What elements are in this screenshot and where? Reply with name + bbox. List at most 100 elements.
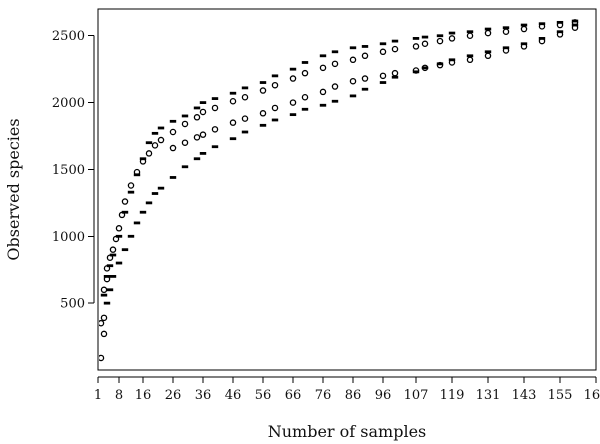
data-point [127,190,135,194]
data-point [118,211,126,219]
data-point [361,87,369,91]
data-point [391,39,399,43]
data-point [319,88,327,96]
data-point [436,34,444,38]
data-point [448,59,456,66]
data-point [106,254,114,261]
data-point [484,29,492,37]
data-point [181,120,189,128]
data-point [466,30,474,34]
x-tick-label: 155 [548,388,573,403]
data-point [556,21,564,29]
data-point [271,74,279,78]
y-tick-label: 500 [60,297,85,312]
data-point [121,210,129,214]
data-point [193,106,201,110]
x-tick-label: 66 [285,388,302,403]
x-tick-label: 56 [255,388,272,403]
y-axis: 500 1000 1500 2000 2500 [52,29,95,312]
data-point [157,126,165,130]
data-point [391,75,399,79]
data-point [145,141,153,145]
x-tick-label: 119 [440,388,465,403]
data-point [412,70,420,74]
data-point [331,60,339,68]
data-point [199,131,207,138]
y-tick-label: 1000 [52,230,85,245]
data-point [100,293,108,297]
x-tick-label: 36 [195,388,212,403]
x-tick-label: 46 [225,388,242,403]
data-point [99,354,105,362]
data-point [229,91,237,95]
data-point [412,67,420,74]
data-point [301,93,309,101]
y-tick-label: 2500 [52,29,85,44]
data-point [115,225,123,232]
data-point [571,19,579,23]
data-point [115,261,123,265]
data-point [271,118,279,122]
data-point [121,248,129,252]
data-point [199,108,207,116]
data-point [301,107,309,111]
data-point [289,75,297,82]
data-point [109,246,117,253]
data-point [502,47,510,54]
data-point [331,83,339,90]
data-point [211,126,219,133]
data-point [421,64,429,72]
data-point [145,150,153,157]
data-point [484,52,492,60]
data-point [484,50,492,54]
data-point [169,119,177,123]
data-point [379,81,387,84]
data-point [259,81,267,84]
data-point [103,301,111,305]
data-point [151,142,159,149]
data-point [169,128,177,136]
data-point [379,42,387,46]
data-point [466,56,474,64]
data-point [99,319,105,327]
data-point [106,288,114,292]
data-point [169,144,177,152]
data-point [193,114,201,121]
data-point [181,114,189,118]
data-point [193,134,201,141]
data-point [466,54,474,58]
data-point [349,94,357,98]
x-tick-label: 96 [375,388,392,403]
data-point [241,86,249,90]
data-point [169,176,177,179]
data-point [100,314,108,322]
data-point [502,26,510,30]
data-point [199,101,207,104]
data-point [259,110,267,117]
data-point [391,45,399,53]
data-point [127,234,135,238]
data-point [139,158,147,165]
x-axis-title: Number of samples [268,422,427,441]
data-point [271,81,279,89]
data-point [331,50,339,54]
data-point [301,61,309,64]
series-1 [100,19,579,297]
data-point [484,27,492,31]
data-point [241,115,249,122]
data-point [271,104,279,112]
data-point [436,62,444,66]
data-point [121,198,129,205]
series-layer [99,19,579,362]
data-point [289,67,297,71]
data-point [109,253,117,257]
data-point [100,330,108,338]
x-tick-label: 1 [94,388,102,403]
data-point [211,104,219,112]
data-point [103,265,111,272]
data-point [133,168,141,176]
data-point [571,24,579,31]
data-point [421,40,429,48]
data-point [349,46,357,50]
